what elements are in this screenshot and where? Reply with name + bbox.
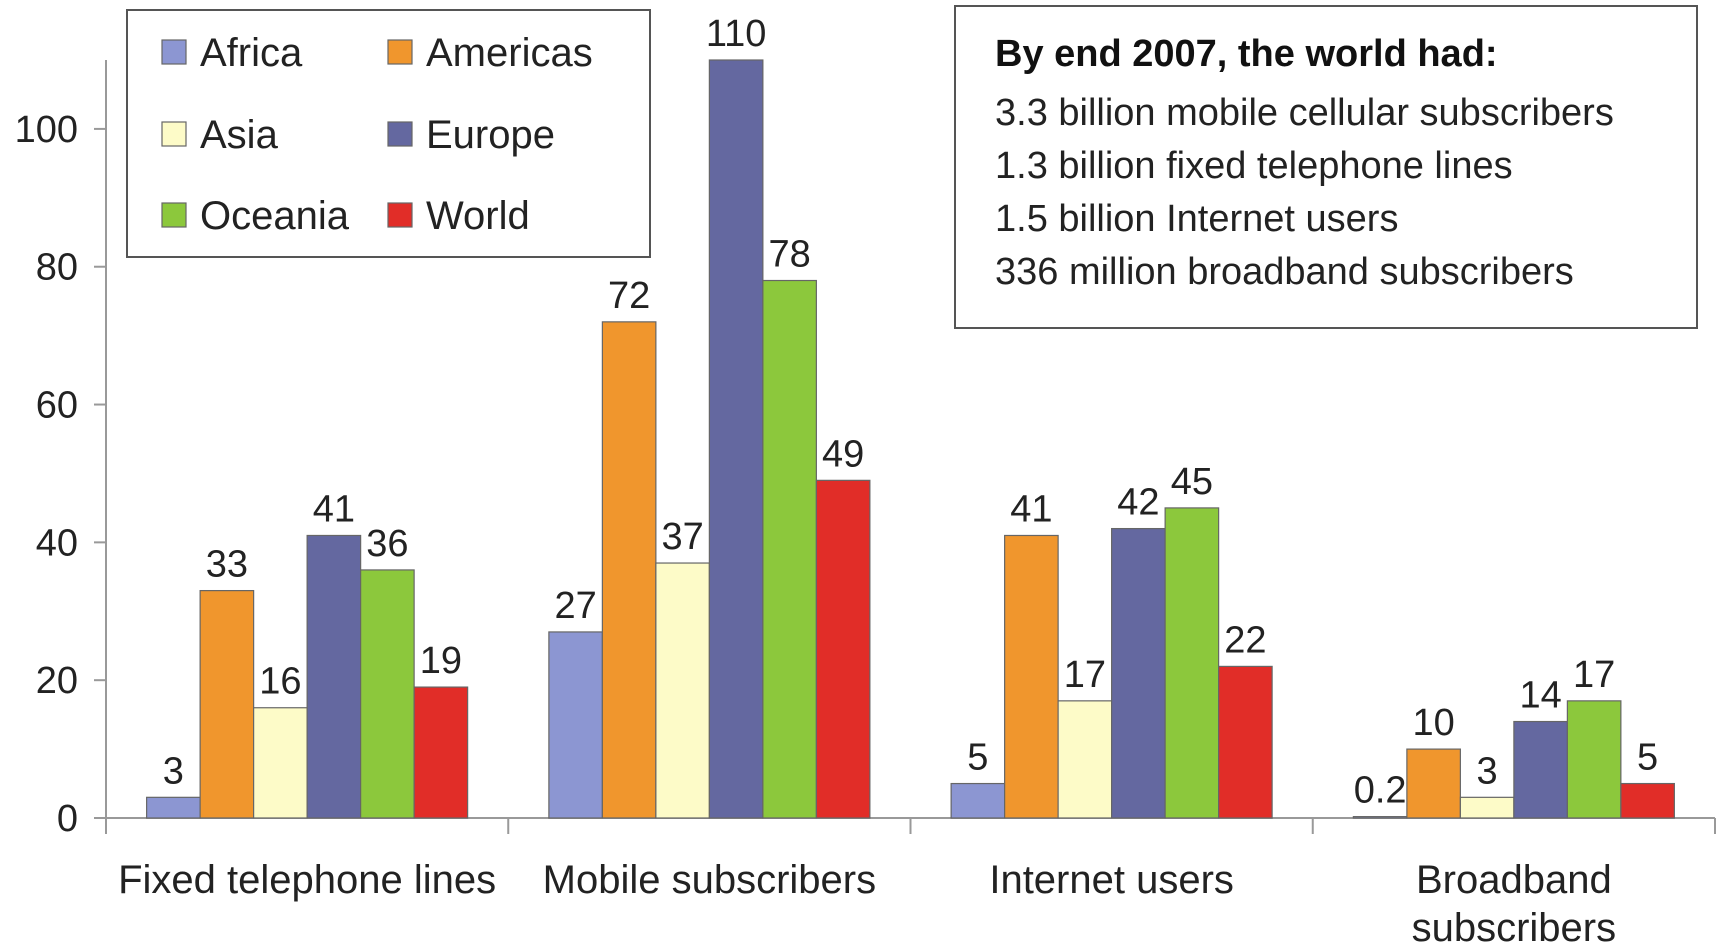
data-labels: 3 27 5 0.2 33 72 41 10 16 37 17 3 41 110 42 14 36 78 45 17 1… — [163, 13, 1658, 812]
data-label: 42 — [1117, 482, 1159, 524]
bar-oceania — [1566, 700, 1622, 819]
x-category-label: Broadband subscribers — [1412, 858, 1617, 950]
bar-oceania — [1164, 507, 1220, 819]
y-tick-label: 80 — [36, 247, 78, 289]
bar-africa — [146, 796, 201, 819]
data-label: 3 — [163, 750, 184, 792]
bar-europe — [1513, 720, 1568, 819]
bar-americas — [1004, 534, 1059, 819]
info-box-line: 1.3 billion fixed telephone lines — [995, 145, 1513, 187]
data-label: 5 — [1637, 737, 1658, 779]
bar-asia — [655, 562, 710, 819]
data-label: 110 — [706, 13, 767, 55]
data-label: 41 — [313, 488, 355, 530]
data-label: 16 — [259, 661, 301, 703]
y-tick-label: 100 — [15, 109, 78, 151]
data-label: 17 — [1064, 654, 1106, 696]
bar-world — [413, 686, 469, 819]
data-label: 19 — [420, 640, 462, 682]
data-label: 33 — [206, 544, 248, 586]
data-label: 36 — [366, 523, 408, 565]
data-label: 0.2 — [1354, 770, 1407, 812]
data-label: 17 — [1573, 654, 1615, 696]
bar-oceania — [762, 279, 817, 819]
y-tick-label: 60 — [36, 385, 78, 427]
legend-swatch-europe — [387, 121, 413, 147]
data-label: 72 — [608, 275, 650, 317]
bar-americas — [601, 321, 657, 819]
info-box-frame — [954, 5, 1698, 329]
data-label: 5 — [967, 737, 988, 779]
legend-swatch-asia — [161, 121, 187, 147]
data-label: 41 — [1010, 488, 1052, 530]
axes: 0 20 40 60 80 100 Fixed telephone lines Mobile … — [15, 60, 1716, 950]
x-category-label: Mobile subscribers — [543, 858, 876, 902]
x-category-label: Internet users — [989, 858, 1234, 902]
legend-swatch-world — [387, 202, 413, 228]
bar-europe — [306, 534, 362, 819]
legend-swatch-africa — [161, 39, 187, 65]
legend-swatch-oceania — [161, 202, 187, 228]
legend: Africa Americas Asia Europe Oceania World — [126, 9, 651, 258]
legend-label: Americas — [426, 31, 593, 75]
bar-europe — [1111, 527, 1166, 819]
bar-world — [1218, 665, 1273, 819]
legend-label: Oceania — [200, 194, 350, 238]
data-label: 3 — [1477, 750, 1498, 792]
bar-europe — [708, 59, 764, 819]
data-label: 27 — [554, 585, 596, 627]
info-box-title: By end 2007, the world had: — [995, 33, 1498, 75]
legend-label: Africa — [200, 31, 303, 75]
legend-label: Asia — [200, 113, 279, 157]
data-label: 49 — [822, 433, 864, 475]
bar-world — [1620, 782, 1675, 819]
y-tick-label: 40 — [36, 522, 78, 564]
info-box-line: 3.3 billion mobile cellular subscribers — [995, 92, 1614, 134]
bar-asia — [1057, 700, 1113, 819]
bars — [146, 59, 1675, 819]
y-tick-label: 0 — [57, 798, 78, 840]
info-box: By end 2007, the world had: 3.3 billion … — [954, 5, 1698, 329]
legend-swatch-americas — [387, 39, 413, 65]
data-label: 22 — [1224, 619, 1266, 661]
x-category-label: Fixed telephone lines — [118, 858, 496, 902]
data-label: 37 — [661, 516, 703, 558]
data-label: 78 — [768, 234, 810, 276]
bar-americas — [1406, 748, 1461, 819]
y-tick-label: 20 — [36, 660, 78, 702]
bar-asia — [1459, 796, 1515, 819]
data-label: 10 — [1412, 702, 1454, 744]
bar-world — [815, 479, 871, 819]
data-label: 45 — [1171, 461, 1213, 503]
legend-label: Europe — [426, 113, 555, 157]
bar-americas — [199, 589, 255, 819]
info-box-line: 1.5 billion Internet users — [995, 198, 1398, 240]
info-box-line: 336 million broadband subscribers — [995, 251, 1574, 293]
legend-label: World — [426, 194, 530, 238]
bar-africa — [548, 631, 603, 819]
bar-asia — [253, 707, 308, 819]
bar-oceania — [360, 569, 415, 819]
data-label: 14 — [1519, 675, 1561, 717]
bar-africa — [950, 782, 1006, 819]
bar-africa — [1352, 816, 1408, 819]
